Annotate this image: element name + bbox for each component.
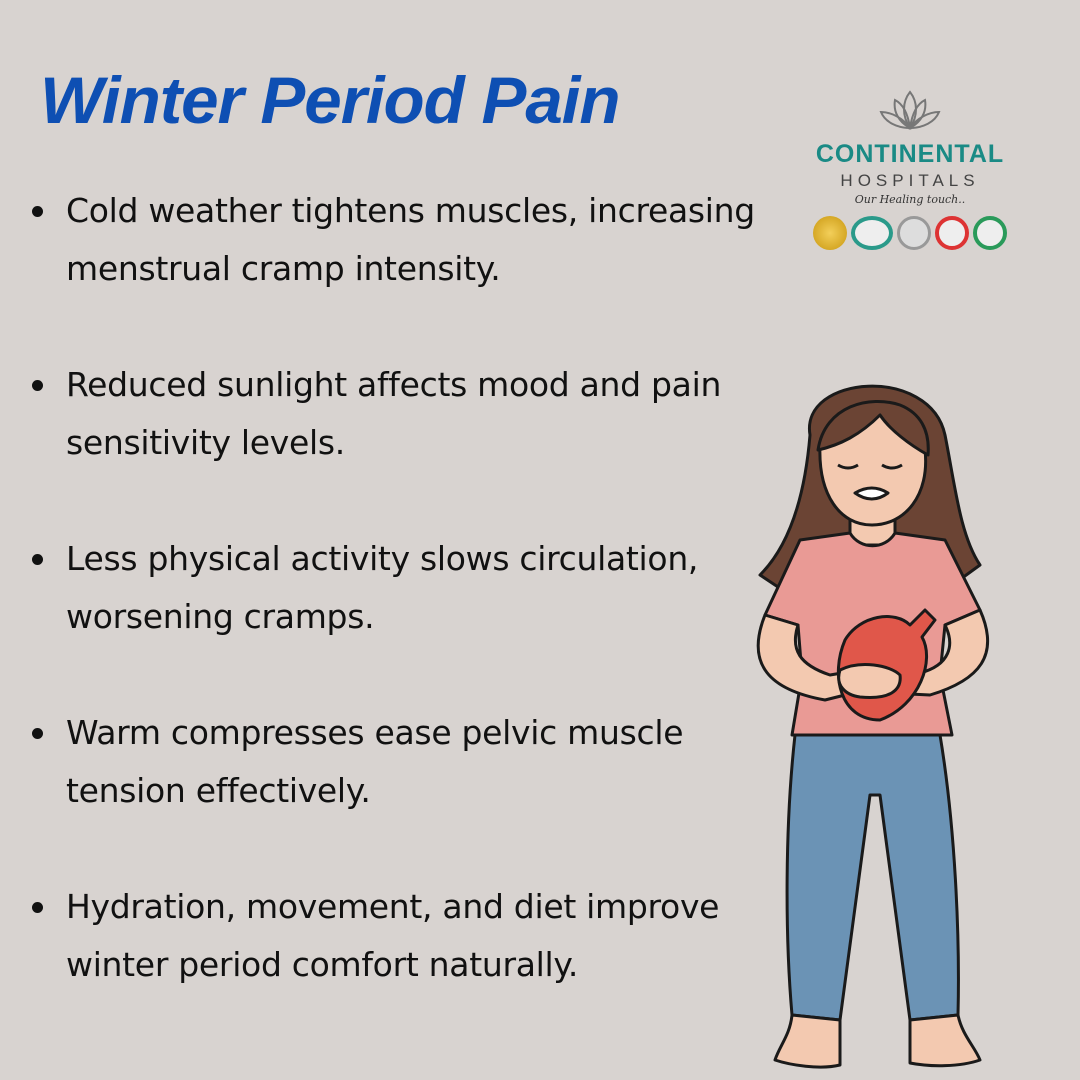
nabh-badge-icon [897, 216, 931, 250]
qai-badge-icon [851, 216, 893, 250]
pants [785, 733, 960, 1022]
bullet-item: Hydration, movement, and diet improve wi… [28, 878, 768, 994]
lotus-icon [879, 90, 941, 130]
mouth [853, 486, 890, 501]
hands [837, 663, 902, 700]
nabl-red-badge-icon [935, 216, 969, 250]
bullet-item: Cold weather tightens muscles, increasin… [28, 182, 768, 298]
bullet-item: Less physical activity slows circulation… [28, 530, 768, 646]
woman-illustration [756, 384, 990, 1069]
bullet-item: Reduced sunlight affects mood and pain s… [28, 356, 768, 472]
page-title: Winter Period Pain [40, 63, 621, 137]
foot-right [908, 1013, 982, 1068]
brand-name: CONTINENTAL [815, 140, 1005, 168]
foot-left [773, 1013, 842, 1069]
hospital-logo: CONTINENTAL HOSPITALS Our Healing touch.… [790, 88, 1030, 250]
accreditation-badges [790, 216, 1030, 250]
bangs [816, 399, 930, 457]
brand-tagline: Our Healing touch.. [854, 193, 966, 206]
bullet-item: Warm compresses ease pelvic muscle tensi… [28, 704, 768, 820]
bullet-list: Cold weather tightens muscles, increasin… [28, 182, 768, 1052]
brand-sub: HOSPITALS [840, 171, 980, 190]
nabl-green-badge-icon [973, 216, 1007, 250]
gold-seal-icon [813, 216, 847, 250]
